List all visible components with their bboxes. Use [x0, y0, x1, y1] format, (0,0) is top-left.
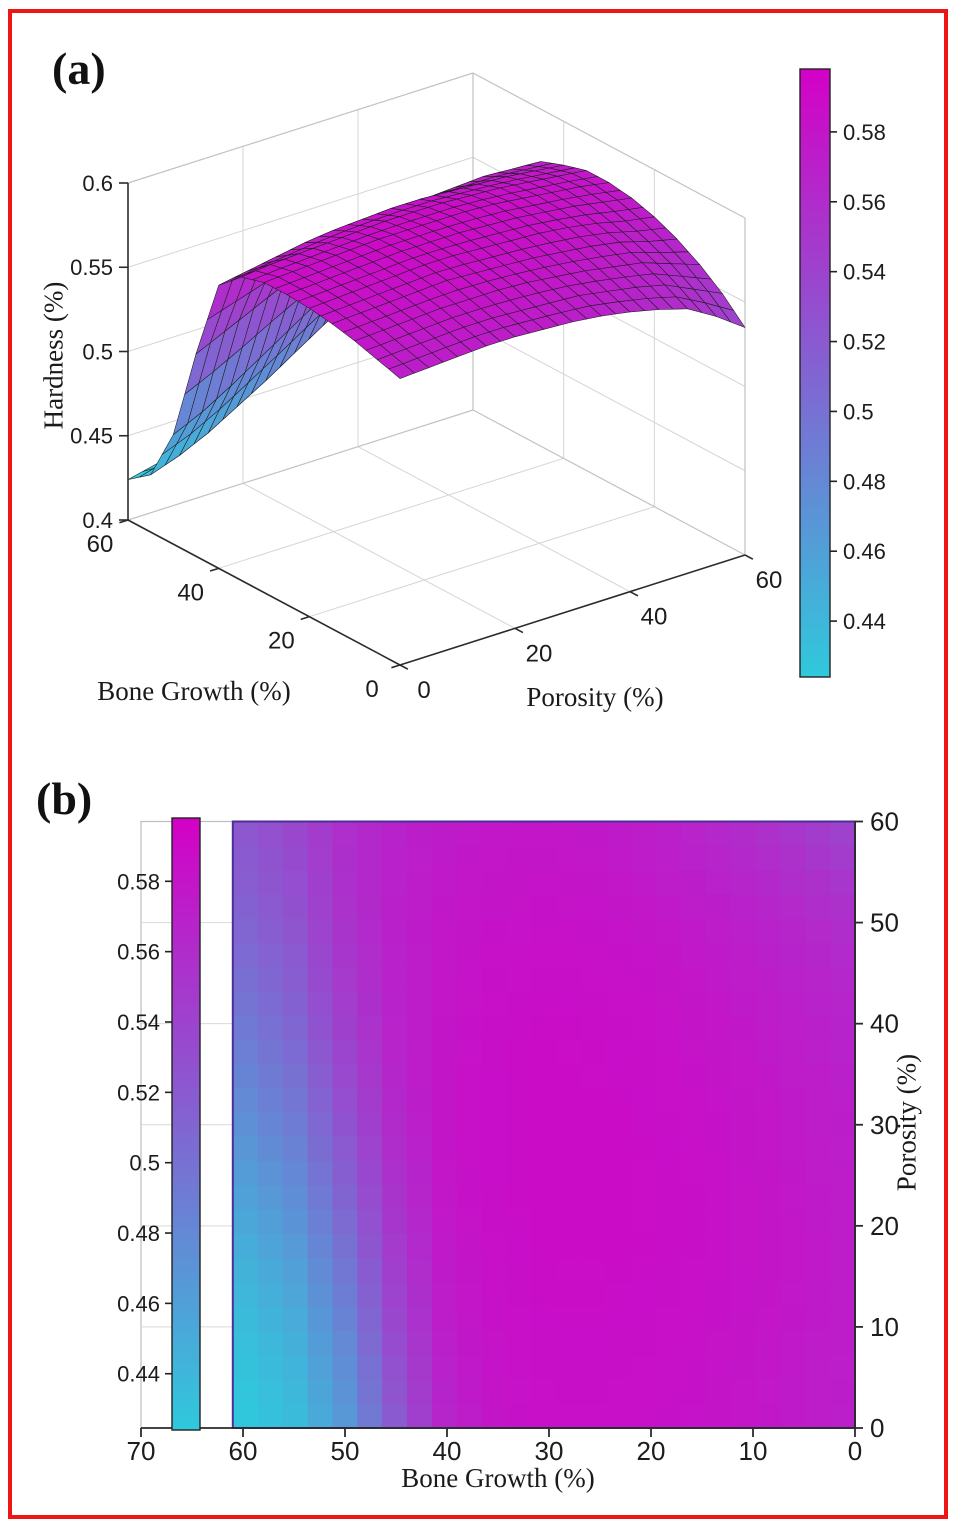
y-tick-label: 40 [870, 1009, 899, 1039]
bone-growth-tick-label: 20 [268, 628, 295, 655]
y-tick-label: 50 [870, 908, 899, 938]
x-tick-label: 50 [331, 1436, 360, 1466]
colorbar-tick-label: 0.5 [129, 1151, 160, 1176]
bone-growth-tick-label: 60 [87, 531, 114, 558]
porosity-axis-label-b: Porosity (%) [891, 1053, 922, 1192]
porosity-tick-label: 60 [756, 567, 783, 594]
bone-growth-axis-label-b: Bone Growth (%) [401, 1463, 595, 1493]
colorbar-tick-label: 0.56 [117, 940, 160, 965]
colorbar-tick-label: 0.46 [117, 1291, 160, 1316]
colorbar-tick-label: 0.5 [843, 399, 874, 424]
porosity-tick-label: 40 [641, 604, 668, 631]
z-tick-label: 0.4 [82, 508, 113, 533]
colorbar-tick-label: 0.52 [117, 1080, 160, 1105]
colorbar: 0.44 0.46 0.48 0.5 0.52 0.54 0.56 0.58 [117, 817, 201, 1431]
colorbar-tick-label: 0.56 [843, 190, 886, 215]
heatmap-cells [231, 820, 857, 1429]
colorbar-tick-label: 0.44 [117, 1362, 160, 1387]
panel-b-label: (b) [36, 773, 93, 824]
x-tick-label: 70 [127, 1436, 156, 1466]
colorbar-tick-label: 0.58 [117, 869, 160, 894]
porosity-tick-label: 20 [526, 640, 553, 667]
hardness-axis-label: Hardness (%) [38, 281, 69, 430]
colorbar-tick-label: 0.48 [117, 1221, 160, 1246]
axes-lines: 70 60 50 40 30 20 10 00 10 20 30 40 50 60 [127, 807, 899, 1467]
z-tick-label: 0.55 [70, 255, 113, 280]
porosity-tick-label: 0 [417, 677, 430, 704]
y-tick-label: 10 [870, 1312, 899, 1342]
surface-plot: 0.40.450.50.550.6020406002040600.440.460… [70, 68, 886, 704]
x-tick-label: 0 [848, 1436, 862, 1466]
x-tick-label: 10 [739, 1436, 768, 1466]
surface-mesh [127, 161, 746, 480]
colorbar-tick-label: 0.48 [843, 469, 886, 494]
y-tick-label: 30 [870, 1110, 899, 1140]
bone-growth-tick-label: 0 [365, 676, 378, 703]
y-tick-label: 0 [870, 1413, 884, 1443]
y-tick-label: 60 [870, 807, 899, 837]
panel-a-label: (a) [52, 43, 106, 94]
colorbar-tick-label: 0.58 [843, 120, 886, 145]
x-tick-label: 40 [433, 1436, 462, 1466]
colorbar-tick-label: 0.52 [843, 330, 886, 355]
axes-box-edges [127, 72, 746, 556]
axes-lines: 0.4 0.45 0.5 0.55 0.6 0 20 40 60 0 20 40 60 [70, 171, 782, 704]
x-tick-label: 30 [535, 1436, 564, 1466]
z-tick-label: 0.45 [70, 424, 113, 449]
colorbar-tick-label: 0.46 [843, 539, 886, 564]
y-tick-label: 20 [870, 1211, 899, 1241]
heatmap-plot: 70 60 50 40 30 20 10 00 10 20 30 40 50 60 0.44 0.46 0.48… [117, 807, 899, 1467]
z-tick-label: 0.5 [82, 339, 113, 364]
colorbar-tick-label: 0.54 [843, 260, 886, 285]
bone-growth-axis-label-a: Bone Growth (%) [97, 676, 291, 706]
x-tick-label: 20 [637, 1436, 666, 1466]
colorbar-tick-label: 0.44 [843, 609, 886, 634]
colorbar: 0.44 0.46 0.48 0.5 0.52 0.54 0.56 0.58 [799, 68, 886, 678]
colorbar-tick-label: 0.54 [117, 1010, 160, 1035]
z-tick-label: 0.6 [82, 171, 113, 196]
x-tick-label: 60 [229, 1436, 258, 1466]
bone-growth-tick-label: 40 [177, 579, 204, 606]
porosity-axis-label-a: Porosity (%) [526, 682, 664, 712]
